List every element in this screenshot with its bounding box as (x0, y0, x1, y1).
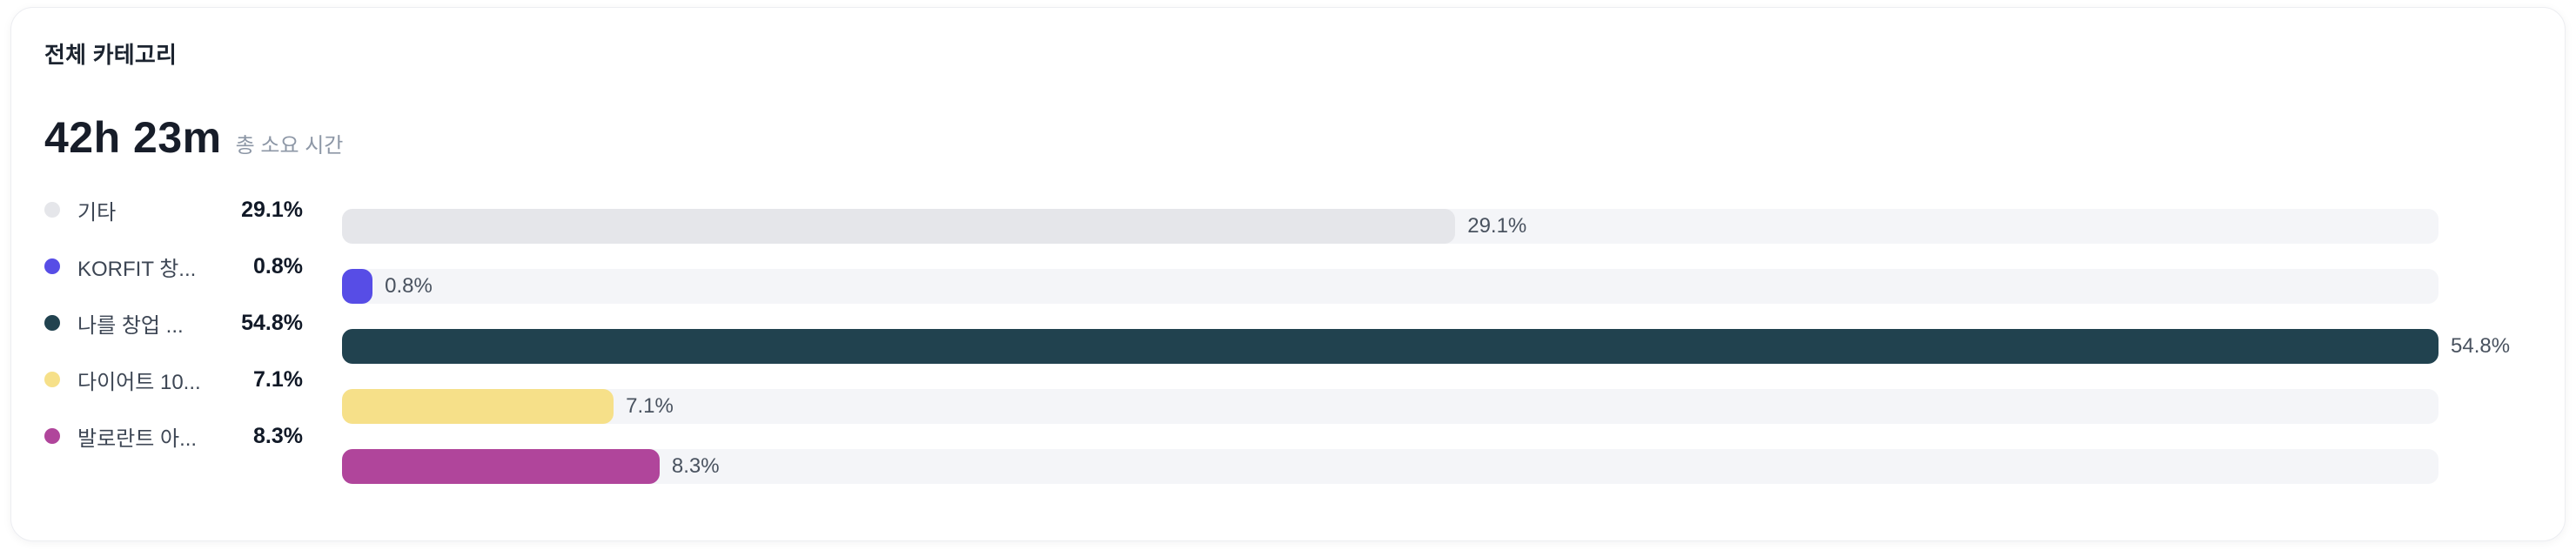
bar-track: 8.3% (342, 449, 2438, 484)
legend-label: 기타 (77, 200, 117, 225)
legend-percent: 29.1% (241, 197, 303, 222)
bar-fill (342, 389, 614, 424)
total-time-stat: 42h 23m 총 소요 시간 (44, 113, 2532, 162)
legend-item[interactable]: 기타 29.1% (44, 192, 303, 227)
legend: 기타 29.1% KORFIT 창... 0.8% 나를 창업 ... 54.8% 다이어트… (44, 192, 303, 475)
legend-dot-icon (44, 258, 60, 274)
bar-value-label: 8.3% (671, 454, 720, 478)
legend-label: 다이어트 10... (77, 370, 201, 394)
legend-label: KORFIT 창... (77, 257, 197, 281)
legend-item[interactable]: 나를 창업 ... 54.8% (44, 305, 303, 340)
bar-fill (342, 329, 2438, 364)
bar-fill (342, 449, 660, 484)
legend-dot-icon (44, 428, 60, 444)
bar-track: 54.8% (342, 329, 2510, 364)
bar-value-label: 7.1% (626, 394, 674, 418)
bar-row[interactable]: 7.1% (342, 389, 2532, 424)
total-time-caption: 총 소요 시간 (235, 134, 344, 158)
bar-value-label: 54.8% (2451, 334, 2511, 358)
bar-row[interactable]: 29.1% (342, 209, 2532, 244)
bar-track: 7.1% (342, 389, 2438, 424)
legend-item[interactable]: 발로란트 아... 8.3% (44, 419, 303, 453)
bar-row[interactable]: 0.8% (342, 269, 2532, 304)
category-summary-card: 전체 카테고리 42h 23m 총 소요 시간 기타 29.1% KORFIT 창.… (10, 7, 2566, 541)
legend-label: 발로란트 아... (77, 426, 198, 451)
legend-percent: 54.8% (241, 310, 303, 335)
bar-value-label: 29.1% (1467, 214, 1527, 238)
card-title: 전체 카테고리 (44, 42, 178, 68)
chart-area: 기타 29.1% KORFIT 창... 0.8% 나를 창업 ... 54.8% 다이어트… (44, 192, 2532, 509)
legend-percent: 8.3% (253, 423, 303, 448)
legend-percent: 0.8% (253, 253, 303, 278)
bar-fill (342, 269, 373, 304)
bar-row[interactable]: 54.8% (342, 329, 2532, 364)
legend-dot-icon (44, 372, 60, 387)
legend-dot-icon (44, 202, 60, 218)
bar-row[interactable]: 8.3% (342, 449, 2532, 484)
legend-dot-icon (44, 315, 60, 331)
bar-value-label: 0.8% (385, 274, 433, 298)
bar-fill (342, 209, 1456, 244)
legend-percent: 7.1% (253, 366, 303, 392)
bar-track: 0.8% (342, 269, 2438, 304)
bar-chart: 29.1% 0.8% 54.8% 7.1% 8.3% (342, 192, 2532, 509)
bar-track: 29.1% (342, 209, 2438, 244)
legend-item[interactable]: KORFIT 창... 0.8% (44, 249, 303, 284)
legend-item[interactable]: 다이어트 10... 7.1% (44, 362, 303, 397)
total-time-value: 42h 23m (44, 113, 222, 162)
legend-label: 나를 창업 ... (77, 313, 184, 338)
